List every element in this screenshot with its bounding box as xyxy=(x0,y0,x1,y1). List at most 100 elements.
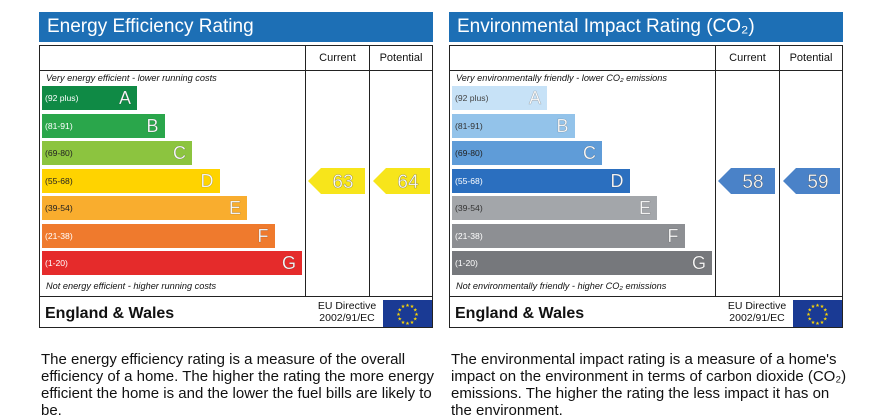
rating-bar-c: (69-80) C xyxy=(42,141,192,165)
rating-range-label: (81-91) xyxy=(455,120,483,131)
divider xyxy=(40,70,432,71)
rating-range-label: (92 plus) xyxy=(455,93,489,103)
potential-score-value: 59 xyxy=(807,172,828,193)
eu-star-icon: ★ xyxy=(820,320,825,326)
eu-star-icon: ★ xyxy=(824,312,829,318)
rating-letter: G xyxy=(281,253,297,274)
rating-bar-g: (1-20) G xyxy=(42,251,302,275)
rating-letter: D xyxy=(610,170,624,191)
rating-letter: F xyxy=(667,225,679,246)
rating-range-label: (21-38) xyxy=(45,230,73,241)
eu-star-icon: ★ xyxy=(401,320,406,326)
bottom-note: Not energy efficient - higher running co… xyxy=(46,281,217,291)
top-note: Very energy efficient - lower running co… xyxy=(46,73,217,83)
rating-bar-b: (81-91) B xyxy=(42,113,165,138)
rating-letter: E xyxy=(228,198,242,219)
eu-star-icon: ★ xyxy=(410,304,415,310)
rating-letter: A xyxy=(118,88,132,109)
rating-bar-f: (21-38) F xyxy=(42,223,275,248)
eu-star-icon: ★ xyxy=(807,308,812,314)
eu-star-icon: ★ xyxy=(414,312,419,318)
directive-line2: 2002/91/EC xyxy=(319,312,375,324)
region-label: England & Wales xyxy=(455,305,585,322)
rating-bar-f: (21-38) F xyxy=(452,223,685,248)
eu-star-icon: ★ xyxy=(811,320,816,326)
divider xyxy=(450,296,842,297)
rating-letter: F xyxy=(257,225,269,246)
divider xyxy=(40,296,432,297)
rating-bar-a: (92 plus) A xyxy=(42,86,137,110)
eu-star-icon: ★ xyxy=(405,303,410,309)
potential-arrow-shape xyxy=(783,167,840,194)
eu-flag-icon: ★ ★ ★ ★ ★ ★ ★ ★ ★ ★ ★ ★ xyxy=(793,300,842,327)
potential-score-arrow: 64 xyxy=(373,167,430,194)
rating-range-label: (21-38) xyxy=(455,230,483,241)
top-note: Very environmentally friendly - lower CO… xyxy=(456,73,667,83)
eu-directive: EU Directive 2002/91/EC xyxy=(722,300,792,324)
rating-range-label: (39-54) xyxy=(45,203,73,213)
eu-star-icon: ★ xyxy=(811,304,816,310)
rating-range-label: (55-68) xyxy=(455,175,483,186)
potential-column-header: Potential xyxy=(379,52,423,64)
current-score-arrow: 58 xyxy=(718,167,775,194)
energy-efficiency-panel: Energy Efficiency Rating Current Potenti… xyxy=(39,12,434,419)
potential-column-header: Potential xyxy=(789,52,833,64)
rating-bar-d: (55-68) D xyxy=(42,168,220,193)
bottom-note: Not environmentally friendly - higher CO… xyxy=(456,281,667,291)
rating-range-label: (92 plus) xyxy=(45,93,79,103)
rating-letter: D xyxy=(200,170,214,191)
region-label: England & Wales xyxy=(45,305,175,322)
rating-bar-g: (1-20) G xyxy=(452,251,712,275)
potential-score-value: 64 xyxy=(397,172,419,193)
eu-star-icon: ★ xyxy=(410,320,415,326)
current-arrow-shape xyxy=(308,167,365,194)
eu-star-icon: ★ xyxy=(396,312,401,318)
current-arrow-shape xyxy=(718,167,775,194)
eu-flag-icon: ★ ★ ★ ★ ★ ★ ★ ★ ★ ★ ★ ★ xyxy=(383,300,432,327)
rating-range-label: (69-80) xyxy=(455,148,483,158)
rating-letter: C xyxy=(173,143,187,164)
rating-letter: B xyxy=(556,115,569,136)
environment-title: Environmental Impact Rating (CO₂) xyxy=(449,12,843,42)
rating-range-label: (1-20) xyxy=(45,258,68,268)
potential-arrow-shape xyxy=(373,167,430,194)
eu-directive: EU Directive 2002/91/EC xyxy=(312,300,382,324)
directive-line1: EU Directive xyxy=(317,300,377,312)
divider xyxy=(779,46,780,296)
environment-description: The environmental impact rating is a mea… xyxy=(451,351,847,419)
rating-range-label: (69-80) xyxy=(45,148,73,158)
eu-star-icon: ★ xyxy=(815,303,820,309)
eu-star-icon: ★ xyxy=(405,321,410,327)
eu-star-icon: ★ xyxy=(820,304,825,310)
divider xyxy=(450,70,842,71)
eu-star-icon: ★ xyxy=(397,317,402,323)
rating-bar-a: (92 plus) A xyxy=(452,86,547,110)
divider xyxy=(715,46,716,296)
potential-score-arrow: 59 xyxy=(783,167,840,194)
environment-chart: Current Potential Very environmentally f… xyxy=(449,45,843,328)
rating-letter: B xyxy=(146,115,159,136)
eu-star-icon: ★ xyxy=(806,312,811,318)
eu-star-icon: ★ xyxy=(823,308,828,314)
directive-line1: EU Directive xyxy=(727,300,787,312)
rating-range-label: (55-68) xyxy=(45,175,73,186)
rating-range-label: (81-91) xyxy=(45,120,73,131)
eu-star-icon: ★ xyxy=(823,317,828,323)
energy-title: Energy Efficiency Rating xyxy=(39,12,433,42)
current-score-value: 58 xyxy=(742,172,763,193)
eu-star-icon: ★ xyxy=(401,304,406,310)
eu-star-icon: ★ xyxy=(397,308,402,314)
rating-range-label: (1-20) xyxy=(455,258,478,268)
directive-line2: 2002/91/EC xyxy=(729,312,785,324)
rating-letter: A xyxy=(528,88,542,109)
rating-letter: E xyxy=(638,198,652,219)
rating-bar-b: (81-91) B xyxy=(452,113,575,138)
rating-bar-d: (55-68) D xyxy=(452,168,630,193)
rating-range-label: (39-54) xyxy=(455,203,483,213)
divider xyxy=(369,46,370,296)
energy-chart: Current Potential Very energy efficient … xyxy=(39,45,433,328)
rating-bar-e: (39-54) E xyxy=(452,196,657,220)
rating-letter: G xyxy=(691,253,707,274)
current-column-header: Current xyxy=(729,52,766,64)
eu-star-icon: ★ xyxy=(413,308,418,314)
